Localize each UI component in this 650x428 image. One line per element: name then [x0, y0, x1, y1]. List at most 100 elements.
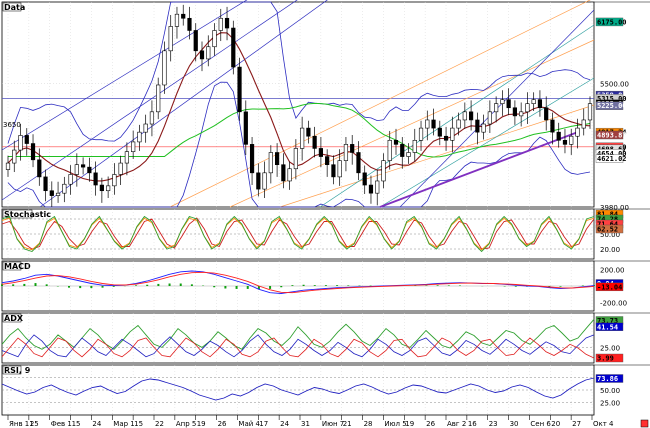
candle	[156, 84, 161, 113]
candle	[62, 183, 67, 194]
candle	[418, 127, 424, 141]
panel-rsi-label-box	[2, 365, 22, 375]
stochastic-tag: 81.84	[597, 211, 618, 219]
panel-data-frame	[1, 1, 595, 208]
x-tick-label: Июл 5	[384, 420, 406, 428]
price-tag: 6175.00	[597, 18, 627, 26]
stochastic-tag: 74.28	[597, 216, 618, 224]
candle	[80, 164, 86, 168]
candle	[550, 119, 555, 133]
candle	[87, 166, 92, 174]
candle	[243, 111, 248, 145]
candle	[262, 172, 267, 190]
candle	[212, 30, 217, 48]
candle	[487, 111, 492, 125]
candle	[525, 103, 530, 113]
candle	[74, 164, 79, 175]
stochastic-k-line	[1, 215, 595, 253]
candle	[562, 139, 568, 145]
price-tag: 4654.00	[597, 150, 627, 158]
trend-channel-line	[279, 104, 595, 208]
candle	[575, 127, 580, 137]
stochastic-tag-bg	[595, 224, 624, 234]
candle	[231, 27, 236, 68]
price-tag-bg	[595, 101, 624, 110]
x-tick-label: 23	[489, 420, 498, 428]
candle	[456, 119, 461, 129]
candle	[30, 143, 36, 161]
stochastic-axis-label: 50.00	[600, 231, 620, 239]
candle	[37, 159, 42, 178]
candle	[49, 190, 54, 196]
corner-close-icon[interactable]	[640, 419, 649, 428]
adx-tag: 3.99	[597, 355, 614, 363]
candle	[149, 111, 155, 125]
stochastic-axis-label: 20.00	[600, 246, 620, 254]
candle	[443, 135, 449, 141]
candle	[193, 30, 198, 52]
candle	[537, 99, 543, 109]
candle	[18, 135, 23, 151]
candle	[300, 127, 305, 149]
x-tick-label: 24	[92, 420, 101, 428]
bollinger-lower-line	[7, 81, 591, 208]
candle	[462, 111, 467, 121]
rsi-axis-label: 25.00	[600, 400, 620, 408]
adx-axis-label: 25.00	[600, 344, 620, 352]
candle	[556, 131, 561, 141]
adx-tag-bg	[595, 353, 624, 363]
x-tick-label: Июн 7	[322, 420, 344, 428]
macd-axis-label: -200.00	[600, 300, 627, 308]
stochastic-tag: 71.64	[597, 221, 618, 229]
candle	[519, 111, 524, 117]
x-tick-label: 30	[510, 420, 519, 428]
adx-tag: 73.73	[597, 317, 618, 325]
panel-adx-label-box	[2, 313, 22, 323]
candle	[181, 13, 186, 19]
price-axis-label: 3980.00	[600, 204, 629, 212]
price-tag: 4893.87	[597, 132, 627, 140]
x-tick-label: 26	[218, 420, 227, 428]
panel-stochastic-label: Stochastic	[4, 210, 51, 219]
candle	[206, 46, 211, 60]
x-tick-label: 25	[30, 420, 39, 428]
x-tick-label: 17	[259, 420, 268, 428]
candle	[581, 119, 586, 129]
candle	[468, 111, 474, 121]
candle	[43, 176, 48, 192]
macd-signal-line	[1, 271, 595, 294]
x-tick-label: 24	[280, 420, 289, 428]
candle	[137, 131, 142, 143]
candle	[356, 152, 361, 174]
price-axis-label: 5500.00	[600, 80, 629, 88]
x-tick-label: Апр 5	[176, 420, 197, 428]
price-tag-bg	[595, 17, 624, 27]
rsi-line	[1, 377, 595, 401]
macd-tag: -13.04	[597, 283, 622, 291]
candle	[412, 139, 417, 153]
plus-di-line	[1, 334, 595, 358]
candle	[381, 160, 386, 182]
candle	[287, 168, 292, 182]
candle	[506, 99, 511, 109]
candle	[375, 180, 380, 194]
candle	[199, 50, 205, 60]
x-tick-label: Окт 4	[593, 420, 614, 428]
price-tag: 5225.00	[597, 102, 627, 110]
x-tick-label: Авг 2	[447, 420, 466, 428]
candle	[162, 50, 167, 86]
candle	[387, 139, 392, 161]
x-tick-label: 20	[551, 420, 560, 428]
candle	[393, 139, 399, 145]
candle	[281, 164, 286, 182]
price-tag-bg	[595, 154, 624, 163]
candle	[531, 99, 536, 104]
candle	[24, 135, 29, 144]
trend-channel-line	[1, 0, 298, 201]
candle	[481, 123, 486, 133]
x-tick-label: Мар 1	[113, 420, 134, 428]
candle	[55, 192, 61, 196]
candle	[368, 184, 374, 194]
panel-adx-frame	[1, 312, 595, 364]
x-tick-label: 31	[301, 420, 310, 428]
